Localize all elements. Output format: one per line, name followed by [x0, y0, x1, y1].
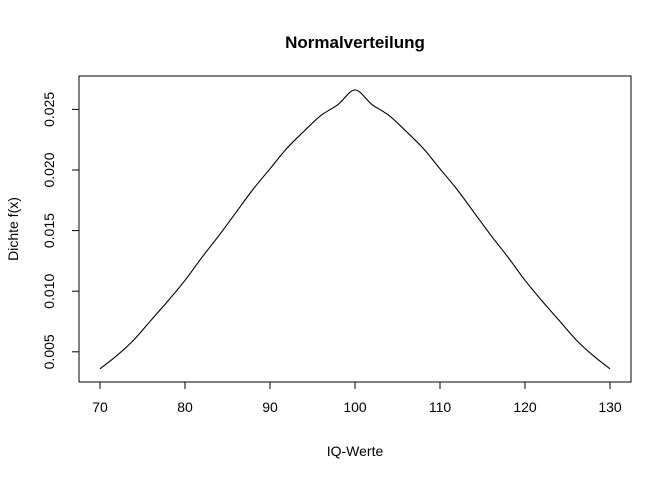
y-tick-label: 0.010: [41, 273, 57, 308]
x-tick-label: 90: [262, 399, 278, 415]
y-tick-label: 0.015: [41, 213, 57, 248]
x-axis: 70 80 90 100 110 120 130: [92, 381, 622, 415]
x-axis-label: IQ-Werte: [327, 443, 384, 459]
y-tick-label: 0.005: [41, 334, 57, 369]
x-tick-label: 70: [92, 399, 108, 415]
x-tick-label: 120: [513, 399, 537, 415]
y-axis: 0.005 0.010 0.015 0.020 0.025: [41, 92, 80, 369]
x-tick-label: 130: [598, 399, 622, 415]
y-tick-label: 0.025: [41, 92, 57, 127]
y-tick-label: 0.020: [41, 152, 57, 187]
y-axis-label: Dichte f(x): [5, 197, 21, 261]
chart-title: Normalverteilung: [285, 33, 425, 52]
plot-frame: [78, 75, 632, 383]
x-tick-label: 100: [343, 399, 367, 415]
x-tick-label: 80: [177, 399, 193, 415]
density-curve: [99, 89, 611, 370]
x-tick-label: 110: [429, 399, 452, 415]
